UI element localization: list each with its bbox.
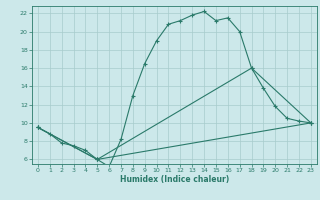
X-axis label: Humidex (Indice chaleur): Humidex (Indice chaleur) <box>120 175 229 184</box>
